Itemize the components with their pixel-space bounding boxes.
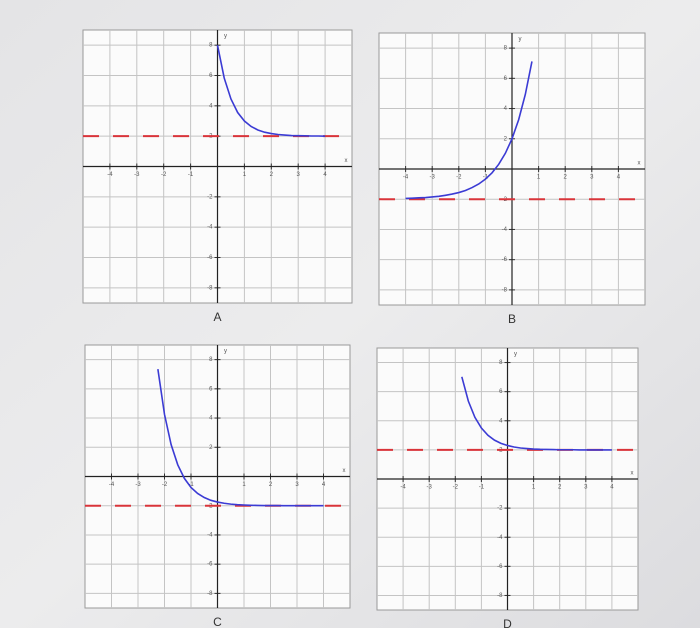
x-tick-label: 3 <box>297 172 301 178</box>
x-tick-label: -4 <box>403 175 409 181</box>
x-tick-label: 1 <box>537 175 541 181</box>
x-tick-label: -3 <box>135 482 141 488</box>
graph-label: A <box>213 310 221 324</box>
x-tick-label: 1 <box>242 482 246 488</box>
x-axis-label: x <box>631 471 634 477</box>
x-tick-label: -4 <box>107 172 113 178</box>
x-tick-label: 4 <box>323 172 327 178</box>
x-tick-label: 4 <box>610 485 614 491</box>
x-tick-label: -2 <box>161 172 167 178</box>
y-tick-label: 8 <box>209 43 213 49</box>
y-tick-label: -4 <box>207 533 213 539</box>
graph-label: C <box>213 615 222 628</box>
y-tick-label: 6 <box>499 389 503 395</box>
y-tick-label: 8 <box>504 46 508 52</box>
x-tick-label: -3 <box>134 172 140 178</box>
x-tick-label: -4 <box>109 482 115 488</box>
x-tick-label: -4 <box>400 485 406 491</box>
y-tick-label: -4 <box>502 227 508 233</box>
x-tick-label: 1 <box>243 172 247 178</box>
x-tick-label: -1 <box>188 172 194 178</box>
x-tick-label: -2 <box>453 485 459 491</box>
x-tick-label: -1 <box>188 482 194 488</box>
x-tick-label: 2 <box>558 485 562 491</box>
x-tick-label: -3 <box>427 485 433 491</box>
x-axis-label: x <box>345 158 348 164</box>
y-tick-label: -8 <box>502 287 508 293</box>
y-tick-label: 4 <box>504 106 508 112</box>
y-tick-label: -6 <box>497 564 503 570</box>
x-tick-label: 3 <box>584 485 588 491</box>
y-tick-label: -8 <box>207 285 213 291</box>
y-tick-label: -8 <box>497 593 503 599</box>
x-tick-label: 1 <box>532 485 536 491</box>
y-tick-label: -2 <box>497 506 503 512</box>
x-tick-label: -1 <box>479 485 485 491</box>
x-axis-label: x <box>638 161 641 167</box>
curve <box>405 61 533 200</box>
y-tick-label: 4 <box>499 418 503 424</box>
x-tick-label: 2 <box>270 172 274 178</box>
x-tick-label: 2 <box>564 175 568 181</box>
y-tick-label: 6 <box>209 73 213 79</box>
y-axis-label: y <box>224 349 227 355</box>
curve <box>157 368 324 507</box>
x-axis-label: x <box>343 468 346 474</box>
y-tick-label: 4 <box>209 103 213 109</box>
y-axis-label: y <box>519 37 522 43</box>
x-tick-label: -2 <box>456 175 462 181</box>
y-tick-label: 8 <box>499 360 503 366</box>
y-tick-label: -4 <box>497 535 503 541</box>
x-tick-label: 3 <box>590 175 594 181</box>
y-axis-label: y <box>224 34 227 40</box>
y-tick-label: -2 <box>207 194 213 200</box>
x-tick-label: -1 <box>483 175 489 181</box>
y-tick-label: 8 <box>209 357 213 363</box>
y-tick-label: 6 <box>504 76 508 82</box>
y-tick-label: -6 <box>207 255 213 261</box>
x-tick-label: -3 <box>430 175 436 181</box>
x-tick-label: 4 <box>617 175 621 181</box>
graph-label: D <box>503 617 512 628</box>
y-axis-label: y <box>514 352 517 358</box>
graph-label: B <box>508 312 516 326</box>
y-tick-label: 6 <box>209 386 213 392</box>
curve <box>216 45 326 137</box>
y-tick-label: -6 <box>502 257 508 263</box>
y-tick-label: 2 <box>209 445 213 451</box>
x-tick-label: 4 <box>322 482 326 488</box>
y-tick-label: -8 <box>207 591 213 597</box>
x-tick-label: 2 <box>269 482 273 488</box>
curve <box>461 376 612 451</box>
x-tick-label: 3 <box>295 482 299 488</box>
y-tick-label: 4 <box>209 416 213 422</box>
y-tick-label: -4 <box>207 225 213 231</box>
x-tick-label: -2 <box>162 482 168 488</box>
y-tick-label: 2 <box>504 136 508 142</box>
y-tick-label: -6 <box>207 562 213 568</box>
